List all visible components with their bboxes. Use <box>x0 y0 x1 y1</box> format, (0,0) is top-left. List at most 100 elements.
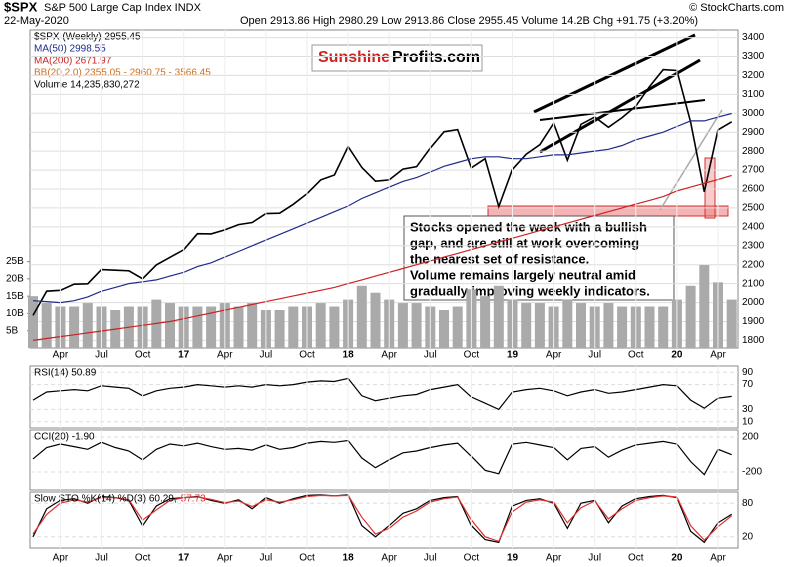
x-tick-label: Oct <box>628 553 644 564</box>
y-tick-label: 3100 <box>742 89 765 100</box>
volume-bar <box>247 303 258 348</box>
volume-bar <box>206 306 217 348</box>
annotation-line: Volume remains largely neutral amid <box>410 267 636 282</box>
x-tick-label: Apr <box>546 553 562 564</box>
y-tick-label: 2200 <box>742 259 765 270</box>
volume-bar <box>534 303 545 348</box>
y-tick-label: 2800 <box>742 146 765 157</box>
y2-tick-label: 5B <box>6 325 19 336</box>
volume-bar <box>41 303 52 348</box>
x-tick-label: Apr <box>53 553 69 564</box>
panel-title: RSI(14) 50.89 <box>34 368 97 379</box>
volume-bar <box>644 306 655 348</box>
volume-bar <box>329 306 340 348</box>
date: 22-May-2020 <box>4 15 69 27</box>
y-tick-label: 90 <box>742 367 754 378</box>
series-line <box>32 439 732 476</box>
y-tick-label: 3200 <box>742 70 765 81</box>
annotation-box <box>403 215 675 301</box>
x-tick-label: 20 <box>671 553 683 564</box>
x-tick-label: Apr <box>710 553 726 564</box>
x-tick-label: Oct <box>135 553 151 564</box>
credit: © StockCharts.com <box>689 2 784 14</box>
volume-bar <box>562 299 573 348</box>
volume-bar <box>315 303 326 348</box>
volume-bar <box>480 296 491 348</box>
series-line <box>32 377 732 411</box>
volume-bar <box>726 299 737 348</box>
volume-bar <box>288 306 299 348</box>
x-tick-label: Jul <box>424 553 437 564</box>
volume-bar <box>493 285 504 348</box>
volume-bar <box>439 309 449 348</box>
x-tick-label: Apr <box>381 350 397 361</box>
volume-bar <box>658 306 669 348</box>
channel-top <box>533 33 696 114</box>
y-tick-label: 2300 <box>742 240 765 251</box>
y-tick-label: 10 <box>742 416 754 427</box>
panel-title: Slow STO %K(14) %D(3) 60.29, <box>34 494 177 505</box>
legend-volume: Volume 14,235,830,272 <box>34 80 140 91</box>
volume-bar <box>356 285 367 348</box>
resistance-line <box>539 99 706 121</box>
y-tick-label: 3300 <box>742 51 765 62</box>
x-tick-label: 17 <box>178 553 190 564</box>
y-tick-label: 1900 <box>742 316 765 327</box>
y2-tick-label: 20B <box>6 274 24 285</box>
x-tick-label: 18 <box>343 553 355 564</box>
panel-subtitle: 57.73 <box>181 494 206 505</box>
y-tick-label: 2000 <box>742 297 765 308</box>
y-tick-label: 2500 <box>742 203 765 214</box>
legend-bb: BB(20,2.0) 2355.05 - 2960.75 - 3566.45 <box>34 68 211 79</box>
x-tick-label: Oct <box>135 350 151 361</box>
index-name: S&P 500 Large Cap Index INDX <box>44 2 202 14</box>
x-tick-label: 19 <box>507 553 519 564</box>
y-tick-label: -200 <box>742 467 762 478</box>
y-tick-label: 2600 <box>742 184 765 195</box>
x-tick-label: 19 <box>507 350 519 361</box>
x-tick-label: Jul <box>95 350 108 361</box>
volume-bar <box>274 309 285 348</box>
series-line <box>32 112 732 304</box>
y-tick-label: 3400 <box>742 32 765 43</box>
y2-tick-label: 10B <box>6 308 24 319</box>
x-tick-label: Apr <box>217 350 233 361</box>
logo-box <box>311 44 483 72</box>
volume-bar <box>192 306 203 348</box>
x-tick-label: 18 <box>343 350 355 361</box>
x-tick-label: Jul <box>95 553 108 564</box>
volume-bar <box>617 306 628 348</box>
x-tick-label: 17 <box>178 350 190 361</box>
series-line <box>32 494 733 543</box>
x-tick-label: Apr <box>381 553 397 564</box>
x-tick-label: Apr <box>53 350 69 361</box>
y-tick-label: 2700 <box>742 165 765 176</box>
x-tick-label: Jul <box>588 553 601 564</box>
x-tick-label: Oct <box>464 553 480 564</box>
y-tick-label: 30 <box>742 404 754 415</box>
x-tick-label: Apr <box>217 553 233 564</box>
volume-bar <box>370 292 381 348</box>
y-tick-label: 80 <box>742 498 754 509</box>
logo-right: Profits.com <box>392 49 480 66</box>
x-tick-label: Apr <box>546 350 562 361</box>
quote: Open 2913.86 High 2980.29 Low 2913.86 Cl… <box>240 15 698 27</box>
y2-tick-label: 25B <box>6 256 24 267</box>
volume-bar <box>165 303 175 348</box>
volume-bar <box>28 296 38 348</box>
volume-bar <box>685 285 696 348</box>
y-tick-label: 2900 <box>742 127 765 138</box>
volume-bar <box>521 303 532 348</box>
x-tick-label: Jul <box>424 350 437 361</box>
volume-bar <box>233 306 244 348</box>
logo-left: Sunshine <box>318 49 390 66</box>
volume-bar <box>699 265 710 348</box>
y-tick-label: 20 <box>742 531 754 542</box>
x-tick-label: Oct <box>299 350 315 361</box>
y-tick-label: 2400 <box>742 221 765 232</box>
x-tick-label: Jul <box>588 350 601 361</box>
series-line <box>32 68 733 316</box>
volume-bar <box>82 303 93 348</box>
x-tick-label: Jul <box>260 350 273 361</box>
rsi-frame <box>29 365 739 429</box>
